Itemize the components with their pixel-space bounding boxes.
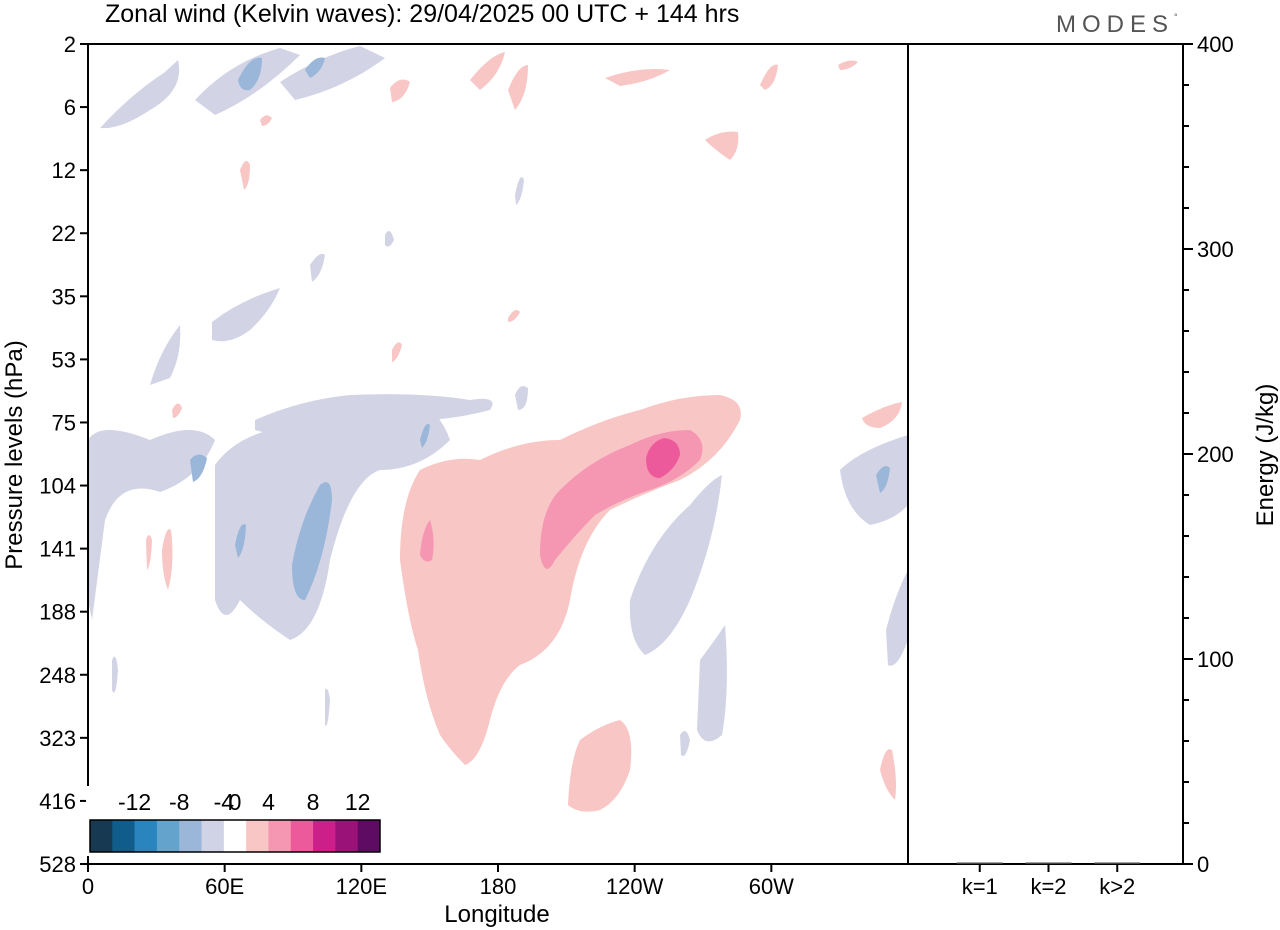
colorbar-swatch (246, 820, 269, 852)
pressure-tick-label: 12 (52, 158, 76, 183)
pressure-tick-label: 248 (39, 663, 76, 688)
energy-tick-label: 0 (1197, 852, 1209, 877)
energy-tick-label: 400 (1197, 32, 1234, 57)
colorbar-legend: -12 -8 -40 4 8 12 (86, 786, 384, 856)
colorbar-label: -8 (169, 789, 189, 815)
colorbar-swatch (134, 820, 158, 852)
longitude-tick-label: 180 (480, 874, 517, 899)
pressure-tick-label: 75 (52, 410, 76, 435)
colorbar-swatch (223, 820, 247, 852)
wavenumber-label: k=1 (962, 874, 998, 899)
positive-anomaly-weak (146, 52, 902, 812)
y-axis-label: Pressure levels (hPa) (1, 340, 28, 569)
colorbar-label: 8 (307, 789, 320, 815)
longitude-tick-label: 120E (336, 874, 387, 899)
colorbar-label: 0 (229, 789, 242, 815)
energy-bar (1094, 862, 1141, 864)
pressure-tick-label: 6 (64, 95, 76, 120)
pressure-axis: 2 6 12 22 35 53 75 104 141 188 248 323 416 528 (39, 32, 88, 877)
chart-title: Zonal wind (Kelvin waves): 29/04/2025 00… (105, 0, 739, 28)
x-axis-label: Longitude (444, 901, 549, 928)
pressure-tick-label: 35 (52, 284, 76, 309)
colorbar-swatch (201, 820, 225, 852)
energy-bars (956, 862, 1141, 864)
pressure-tick-label: 22 (52, 221, 76, 246)
colorbar-swatch (112, 820, 135, 852)
pressure-tick-label: 141 (39, 537, 76, 562)
energy-bar (1025, 862, 1072, 864)
pressure-tick-label: 188 (39, 600, 76, 625)
energy-bar (956, 862, 1003, 864)
positive-anomaly-strong (646, 438, 680, 478)
longitude-tick-label: 120W (606, 874, 664, 899)
energy-tick-label: 300 (1197, 237, 1234, 262)
energy-tick-label: 200 (1197, 442, 1234, 467)
energy-axis-label: Energy (J/kg) (1252, 384, 1279, 527)
wavenumber-label: k=2 (1030, 874, 1066, 899)
wavenumber-label: k>2 (1099, 874, 1135, 899)
pressure-tick-label: 416 (39, 789, 76, 814)
colorbar-swatch (313, 820, 336, 852)
modes-logo: MODES° (1056, 11, 1178, 38)
longitude-tick-label: 60W (749, 874, 794, 899)
contour-fills (88, 46, 908, 812)
negative-anomaly-moderate (190, 57, 890, 600)
colorbar-label: -4 (214, 789, 235, 815)
colorbar-swatch (179, 820, 202, 852)
longitude-tick-label: 0 (82, 874, 94, 899)
energy-axis: 0 100 200 300 400 (1183, 32, 1234, 877)
colorbar-outline (89, 819, 381, 853)
colorbar-label: 12 (345, 789, 371, 815)
colorbar-swatch (335, 820, 358, 852)
colorbar-label: 4 (262, 789, 275, 815)
wavenumber-axis: k=1 k=2 k>2 (962, 864, 1135, 899)
longitude-tick-label: 60E (205, 874, 244, 899)
colorbar-swatch (357, 820, 381, 852)
colorbar-swatch (268, 820, 292, 852)
pressure-tick-label: 2 (64, 32, 76, 57)
pressure-tick-label: 528 (39, 852, 76, 877)
energy-tick-label: 100 (1197, 647, 1234, 672)
pressure-tick-label: 53 (52, 347, 76, 372)
colorbar-swatch (290, 820, 314, 852)
colorbar-swatch (156, 820, 180, 852)
longitude-axis: 0 60E 120E 180 120W 60W (82, 864, 794, 899)
pressure-tick-label: 323 (39, 726, 76, 751)
negative-anomaly-weak (88, 46, 908, 756)
colorbar-label: -12 (118, 789, 151, 815)
colorbar-swatch (90, 820, 113, 852)
pressure-tick-label: 104 (39, 474, 76, 499)
